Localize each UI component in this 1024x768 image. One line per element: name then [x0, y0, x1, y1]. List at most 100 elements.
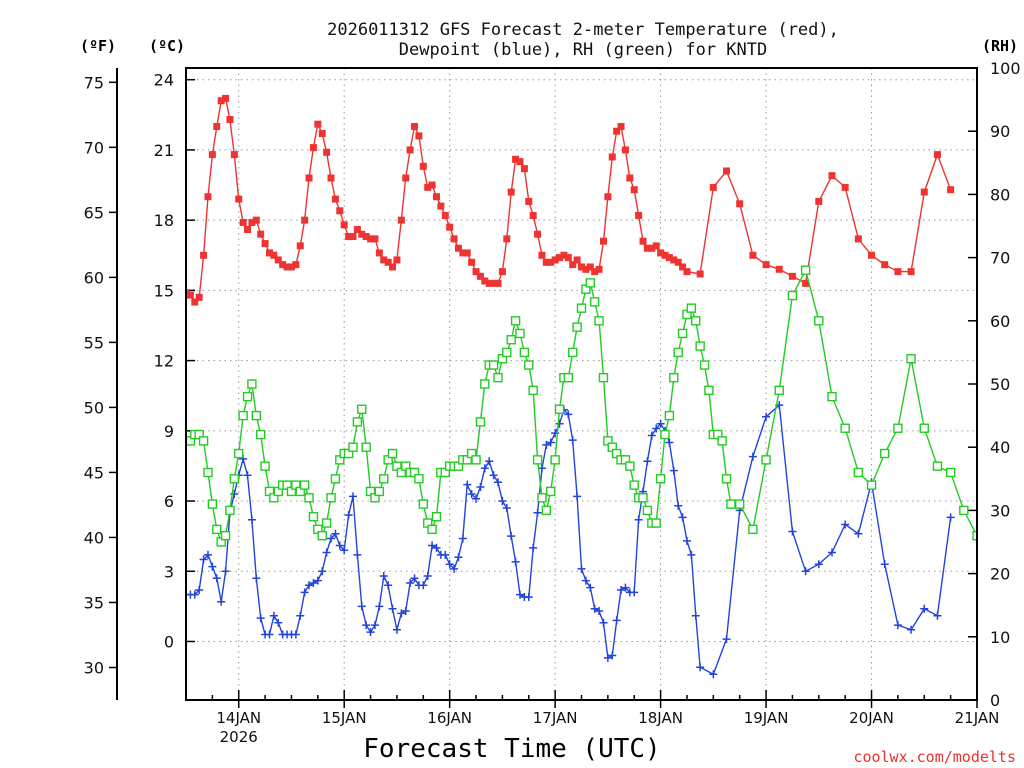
data-point	[318, 130, 326, 138]
data-point	[599, 237, 607, 245]
data-point	[279, 261, 287, 269]
data-point	[321, 518, 332, 528]
credit-text: coolwx.com/modelts	[853, 748, 1016, 766]
data-point	[397, 609, 406, 618]
fahrenheit-tick-label: 70	[84, 138, 104, 157]
data-point	[664, 410, 675, 421]
data-point	[296, 611, 305, 620]
data-point	[840, 423, 850, 433]
data-point	[748, 524, 758, 535]
celsius-tick-label: 0	[164, 632, 174, 651]
data-point	[393, 256, 401, 264]
data-point	[485, 279, 493, 287]
data-point	[458, 534, 467, 543]
data-point	[459, 249, 467, 257]
data-point	[828, 172, 836, 180]
chart-title-line-1: 2026011312 GFS Forecast 2-meter Temperat…	[327, 20, 839, 40]
data-point	[717, 436, 727, 446]
data-point	[424, 183, 432, 191]
data-point	[362, 233, 370, 241]
data-point	[946, 513, 955, 522]
data-point	[621, 146, 629, 154]
data-point	[841, 183, 849, 191]
data-point	[503, 235, 511, 243]
data-point	[630, 186, 638, 194]
data-point	[761, 455, 771, 465]
data-point	[336, 207, 344, 215]
data-point	[880, 448, 890, 459]
x-tick-label: 15JAN	[322, 709, 367, 727]
rh-axis: 0 10 20 30 40 50 60 70 80 90 100	[968, 59, 1021, 710]
data-point	[480, 379, 490, 389]
fahrenheit-tick-label: 30	[84, 658, 104, 677]
data-point	[208, 562, 217, 571]
data-point	[252, 216, 260, 224]
data-point	[265, 249, 273, 257]
data-point	[186, 291, 194, 299]
data-point	[296, 242, 304, 250]
data-point	[283, 263, 291, 271]
data-point	[699, 360, 710, 370]
data-point	[560, 251, 568, 259]
data-point	[207, 499, 218, 509]
data-point	[375, 249, 383, 257]
data-point	[313, 576, 322, 585]
data-point	[494, 279, 502, 287]
data-point	[200, 251, 208, 259]
data-point	[428, 181, 436, 189]
data-point	[269, 611, 278, 620]
data-point	[853, 467, 864, 478]
data-point	[322, 548, 331, 557]
data-point	[551, 256, 559, 264]
data-point	[388, 604, 397, 613]
data-point	[774, 385, 784, 396]
data-point	[582, 265, 590, 273]
data-point	[235, 195, 243, 203]
data-point	[221, 567, 230, 576]
data-point	[894, 268, 902, 276]
data-point	[866, 480, 877, 490]
data-point	[305, 174, 313, 182]
data-point	[801, 567, 810, 576]
data-point	[389, 263, 397, 271]
grid-lines	[186, 68, 977, 700]
data-point	[418, 499, 428, 509]
data-point	[534, 230, 542, 238]
data-point	[591, 268, 599, 276]
data-point	[933, 611, 942, 620]
data-point	[598, 372, 609, 383]
data-point	[309, 144, 317, 152]
data-point	[656, 419, 665, 428]
data-point	[528, 385, 538, 396]
series-line	[186, 97, 952, 304]
data-point	[387, 448, 398, 459]
data-point	[608, 153, 616, 161]
data-point	[247, 379, 257, 389]
data-point	[494, 478, 503, 487]
data-point	[305, 581, 314, 590]
data-point	[932, 461, 943, 471]
data-point	[669, 372, 679, 383]
data-point	[704, 385, 714, 396]
data-point	[248, 218, 256, 226]
x-tick-label: 19JAN	[744, 709, 789, 727]
data-point	[512, 155, 520, 163]
rh-tick-label: 30	[990, 501, 1010, 520]
data-point	[576, 303, 587, 313]
data-point	[441, 211, 449, 219]
data-point	[493, 372, 503, 383]
data-point	[881, 261, 889, 269]
data-point	[547, 258, 555, 266]
data-point	[687, 550, 696, 559]
data-point	[410, 574, 419, 583]
data-point	[643, 457, 652, 466]
data-point	[550, 455, 560, 465]
x-tick-label: 16JAN	[427, 709, 472, 727]
data-point	[454, 553, 463, 562]
data-point	[673, 347, 683, 358]
data-point	[446, 223, 454, 231]
data-point	[203, 467, 213, 478]
data-point	[472, 268, 480, 276]
data-point	[190, 590, 199, 599]
data-point	[256, 429, 266, 440]
